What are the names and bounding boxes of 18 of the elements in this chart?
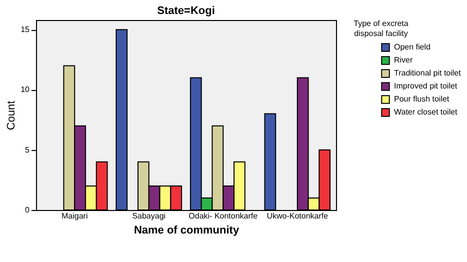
chart-title: State=Kogi <box>157 5 215 17</box>
legend-label: Improved pit toilet <box>394 82 458 90</box>
legend-label: Pour flush toilet <box>394 94 450 104</box>
legend-label: Water closet toilet <box>394 108 458 116</box>
x-tick-label: Ukwo-Kotonkarfe <box>266 212 329 220</box>
y-tick-label: 15 <box>20 25 30 34</box>
legend-title: Type of excreta disposal facility <box>354 19 409 38</box>
x-tick-label: Maigari <box>61 212 88 220</box>
x-tick-label: Odaki- Kontonkarfe <box>188 212 258 220</box>
y-tick-label: 5 <box>25 145 30 154</box>
legend-label: Open field <box>394 42 430 52</box>
y-tick-label: 10 <box>20 85 30 94</box>
legend-label: Traditional pit toilet <box>394 68 462 78</box>
x-tick-label: Sabayagi <box>132 212 166 220</box>
y-tick-label: 0 <box>25 206 30 214</box>
x-axis-title: Name of community <box>134 224 240 236</box>
y-axis-title: Count <box>6 100 18 130</box>
legend-label: River <box>394 56 414 64</box>
